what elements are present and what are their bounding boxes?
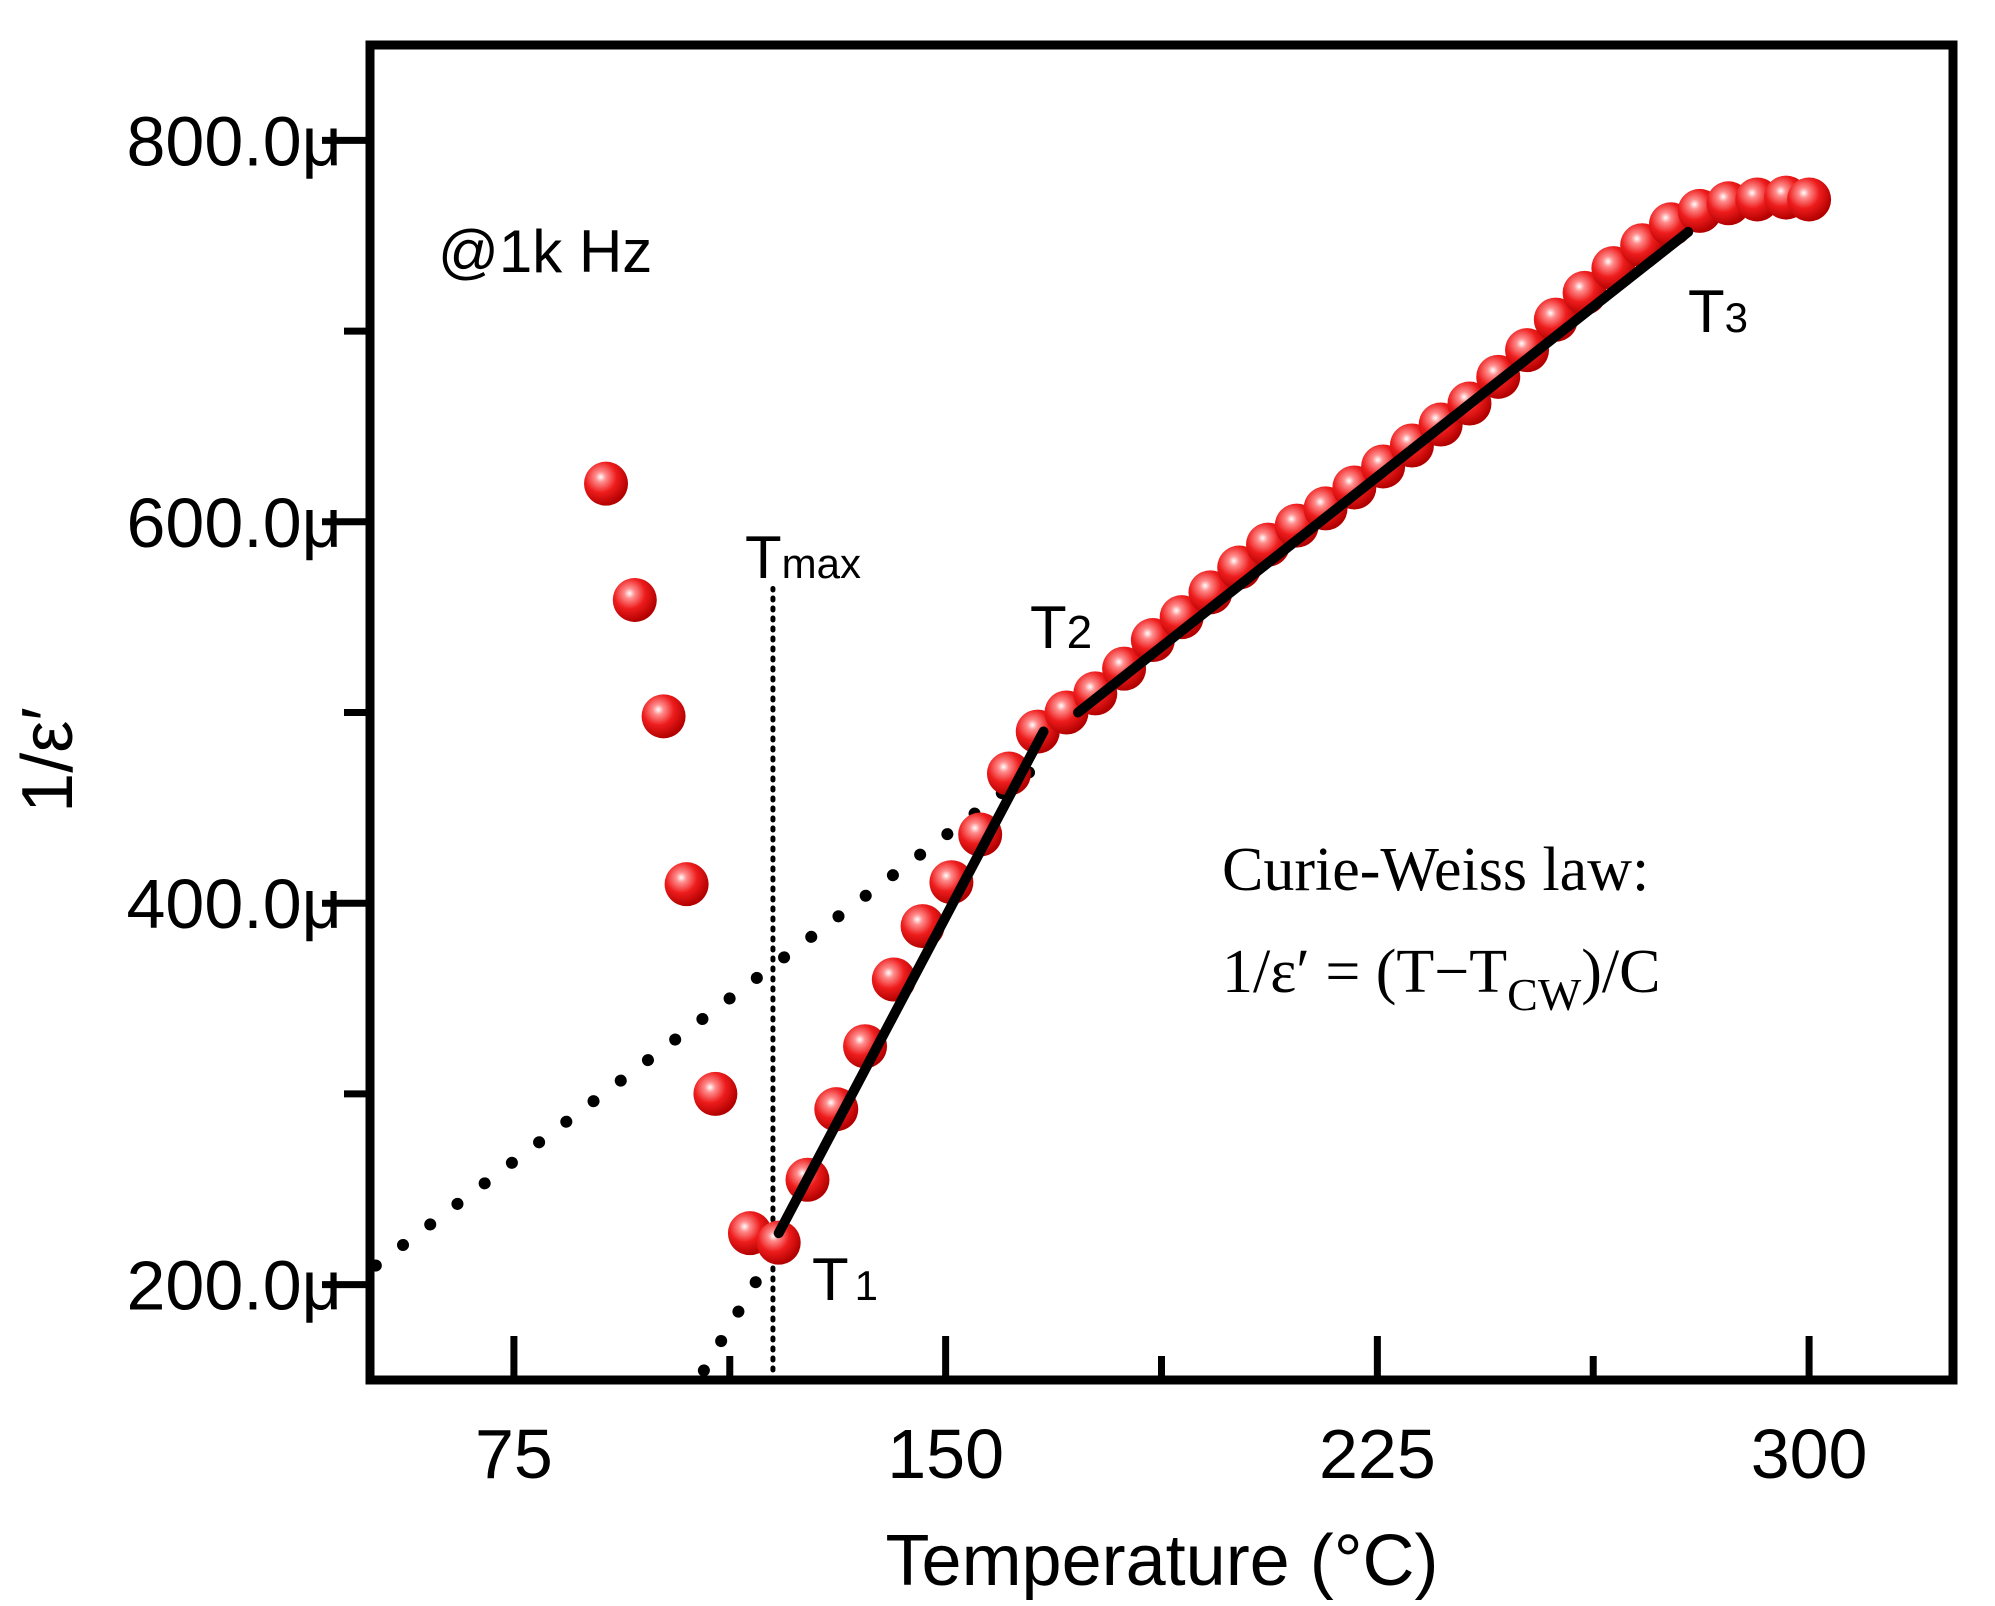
y-ticks bbox=[322, 136, 370, 1289]
t1-label-sub: 1 bbox=[855, 1262, 878, 1309]
x-tick-label: 225 bbox=[1319, 1415, 1436, 1493]
tmax-label-main: T bbox=[745, 524, 782, 591]
plot-frame bbox=[365, 40, 1958, 1385]
fit-T2-T3 bbox=[1073, 226, 1694, 718]
x-tick-label: 150 bbox=[887, 1415, 1004, 1493]
data-point bbox=[641, 694, 686, 739]
x-axis-title: Temperature (°C) bbox=[886, 1521, 1439, 1601]
t2-label-main: T bbox=[1030, 594, 1067, 661]
y-tick-label: 600.0μ bbox=[126, 484, 342, 562]
x-tick-label: 75 bbox=[475, 1415, 553, 1493]
curie-weiss-formula-sub: CW bbox=[1507, 969, 1582, 1020]
frequency-annotation: @1k Hz bbox=[438, 218, 652, 285]
t3-label-main: T bbox=[1688, 278, 1725, 345]
extrap-segment-2 bbox=[370, 759, 1044, 1272]
extrapolation-lines bbox=[370, 759, 1044, 1377]
t3-label: T3 bbox=[1688, 278, 1748, 345]
t2-label-sub: 2 bbox=[1067, 606, 1093, 658]
fit-lines bbox=[773, 226, 1694, 1239]
data-point bbox=[612, 577, 657, 622]
y-tick-label: 800.0μ bbox=[126, 102, 342, 180]
y-tick-label: 400.0μ bbox=[126, 865, 342, 943]
data-point bbox=[1505, 328, 1550, 373]
x-tick-labels: 75 150 225 300 bbox=[475, 1415, 1868, 1493]
t3-label-sub: 3 bbox=[1725, 294, 1748, 341]
fit-T1-T2 bbox=[773, 726, 1049, 1239]
t2-label: T2 bbox=[1030, 594, 1092, 661]
y-axis-title: 1/ε′ bbox=[8, 707, 88, 813]
y-tick-labels: 200.0μ 400.0μ 600.0μ 800.0μ bbox=[126, 102, 342, 1324]
data-point bbox=[584, 461, 629, 506]
data-point bbox=[756, 1220, 801, 1265]
t1-label-main: T bbox=[812, 1246, 849, 1313]
data-point bbox=[1787, 177, 1832, 222]
data-point bbox=[664, 862, 709, 907]
curie-weiss-formula: 1/ε′ = (T−TCW)/C bbox=[1222, 938, 1661, 1020]
tmax-label-sub: max bbox=[782, 540, 861, 587]
curie-weiss-formula-b: )/C bbox=[1581, 938, 1660, 1006]
y-tick-label: 200.0μ bbox=[126, 1247, 342, 1325]
data-point bbox=[693, 1071, 738, 1116]
curie-weiss-formula-a: 1/ε′ = (T−T bbox=[1222, 938, 1507, 1006]
x-tick-label: 300 bbox=[1751, 1415, 1868, 1493]
curie-weiss-title: Curie-Weiss law: bbox=[1222, 836, 1649, 904]
tmax-label: Tmax bbox=[745, 524, 861, 591]
